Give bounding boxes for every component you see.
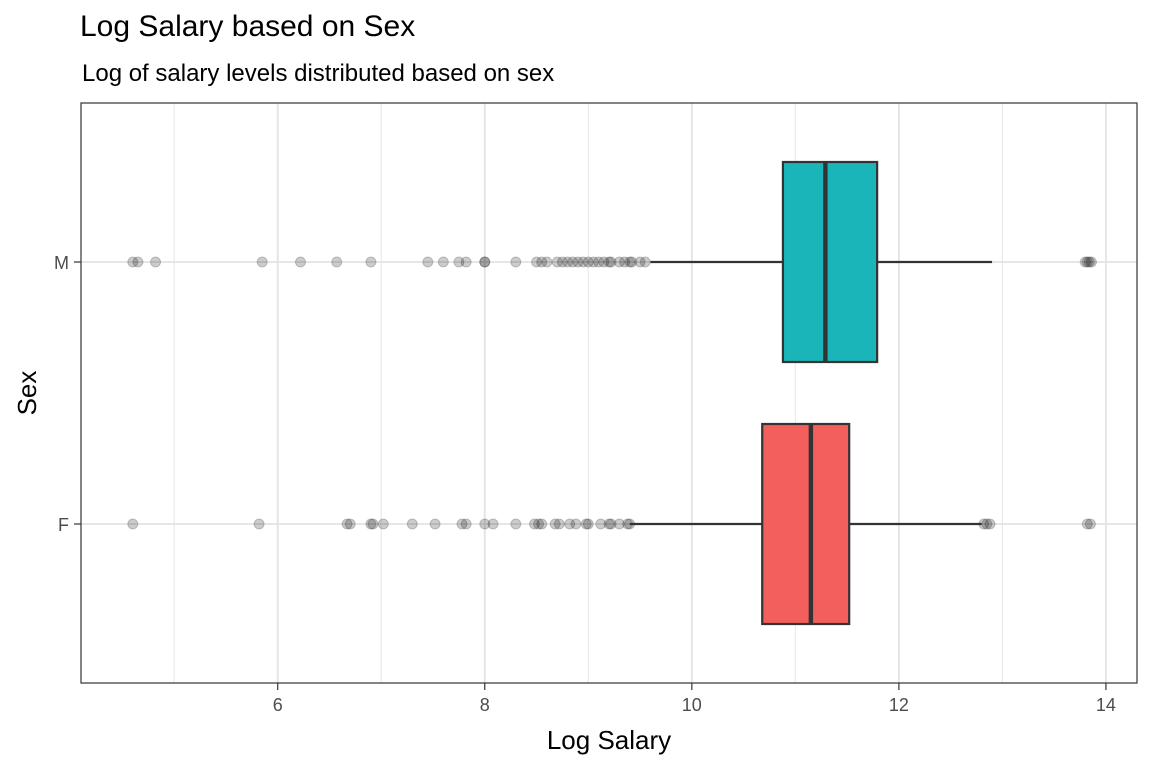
- outlier-point: [603, 256, 615, 268]
- outlier-point: [549, 518, 561, 530]
- outlier-point: [533, 518, 545, 530]
- outlier-point: [613, 256, 625, 268]
- outlier-point: [1084, 518, 1096, 530]
- outlier-point: [127, 518, 139, 530]
- outlier-point: [541, 256, 553, 268]
- outlier-point: [562, 256, 574, 268]
- outlier-point: [634, 256, 646, 268]
- outlier-point: [479, 256, 491, 268]
- outlier-point: [984, 518, 996, 530]
- outlier-point: [460, 518, 472, 530]
- outlier-point: [598, 256, 610, 268]
- chart-subtitle: Log of salary levels distributed based o…: [82, 60, 555, 87]
- outlier-point: [981, 518, 993, 530]
- outlier-point: [479, 256, 491, 268]
- outlier-point: [553, 518, 565, 530]
- outlier-point: [567, 256, 579, 268]
- outlier-point: [624, 256, 636, 268]
- outlier-point: [582, 518, 594, 530]
- outlier-point: [528, 518, 540, 530]
- outlier-point: [570, 518, 582, 530]
- outlier-point: [613, 518, 625, 530]
- outlier-point: [456, 518, 468, 530]
- grid-lines: [81, 103, 1137, 683]
- outlier-point: [531, 256, 543, 268]
- x-tick-label: 10: [682, 695, 702, 715]
- x-tick-label: 8: [480, 695, 490, 715]
- outlier-point: [626, 256, 638, 268]
- outlier-point: [253, 518, 265, 530]
- outlier-point: [479, 518, 491, 530]
- outlier-point: [605, 518, 617, 530]
- outlier-point: [580, 518, 592, 530]
- outlier-point: [331, 256, 343, 268]
- outlier-point: [341, 518, 353, 530]
- outlier-point: [1085, 256, 1097, 268]
- panel-background: [81, 103, 1137, 683]
- x-tick-label: 6: [273, 695, 283, 715]
- outlier-point: [1079, 256, 1091, 268]
- outlier-point: [1083, 256, 1095, 268]
- outlier-point: [593, 256, 605, 268]
- outlier-point: [365, 518, 377, 530]
- outlier-point: [605, 256, 617, 268]
- x-tick-label: 12: [889, 695, 909, 715]
- outlier-point: [595, 518, 607, 530]
- outlier-point: [453, 256, 465, 268]
- outlier-point: [256, 256, 268, 268]
- outlier-point: [510, 518, 522, 530]
- outlier-point: [551, 256, 563, 268]
- outlier-point: [367, 518, 379, 530]
- outlier-point: [406, 518, 418, 530]
- axes: 6 8 10 12 14 F M: [54, 253, 1116, 715]
- outlier-point: [377, 518, 389, 530]
- chart-marks: [127, 160, 1097, 626]
- outlier-point: [1081, 518, 1093, 530]
- outlier-point: [582, 256, 594, 268]
- outlier-point: [572, 256, 584, 268]
- outlier-point: [487, 518, 499, 530]
- outlier-point: [429, 518, 441, 530]
- outlier-point: [344, 518, 356, 530]
- outlier-point: [150, 256, 162, 268]
- outlier-point: [536, 256, 548, 268]
- outlier-point: [577, 256, 589, 268]
- outlier-point: [556, 256, 568, 268]
- outlier-point: [603, 518, 615, 530]
- chart-title: Log Salary based on Sex: [80, 10, 416, 43]
- outlier-point: [536, 518, 548, 530]
- box-M: [781, 160, 879, 364]
- outlier-point: [127, 256, 139, 268]
- outlier-point: [564, 518, 576, 530]
- x-axis-title: Log Salary: [547, 725, 671, 755]
- outlier-point: [422, 256, 434, 268]
- outlier-point: [365, 256, 377, 268]
- outlier-point: [639, 256, 651, 268]
- outlier-point: [619, 256, 631, 268]
- outlier-point: [587, 256, 599, 268]
- outlier-point: [132, 256, 144, 268]
- outlier-point: [1081, 256, 1093, 268]
- y-tick-label: F: [58, 515, 69, 535]
- y-tick-label: M: [54, 253, 69, 273]
- plot-panel: [80, 102, 1138, 684]
- box-F: [761, 422, 851, 626]
- outlier-point: [460, 256, 472, 268]
- outlier-point: [510, 256, 522, 268]
- x-tick-label: 14: [1096, 695, 1116, 715]
- outlier-point: [294, 256, 306, 268]
- y-axis-title: Sex: [12, 371, 42, 416]
- outlier-point: [437, 256, 449, 268]
